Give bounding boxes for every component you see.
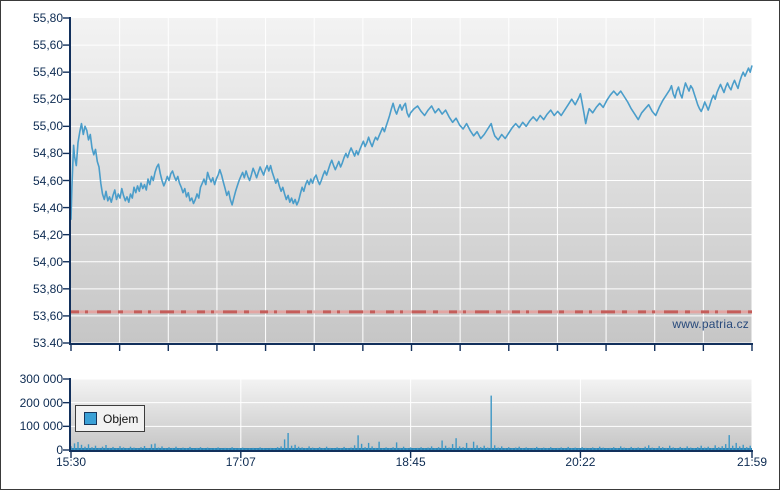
price-y-axis-label: 54,60: [32, 173, 63, 188]
time-axis-label: 15:30: [55, 455, 87, 469]
time-axis-label: 18:45: [395, 455, 426, 469]
volume-y-axis-label: 200 000: [19, 395, 63, 410]
time-axis-label: 21:59: [736, 455, 768, 469]
price-y-axis-label: 53.40: [32, 336, 63, 350]
price-line-series: [70, 65, 753, 220]
volume-gridlines: [71, 378, 753, 450]
volume-plot-area: [71, 379, 752, 450]
price-y-axis-label: 54,80: [32, 146, 63, 161]
volume-legend: Objem: [75, 405, 145, 432]
price-y-axis-label: 54,00: [32, 254, 63, 269]
volume-y-axis-label: 100 000: [19, 419, 63, 434]
price-y-axis-label: 54,20: [32, 227, 63, 242]
price-y-axis-label: 54,40: [32, 200, 63, 215]
watermark: www.patria.cz: [672, 317, 749, 331]
axes: [69, 17, 753, 452]
volume-legend-swatch-icon: [84, 412, 97, 425]
time-axis-label: 17:07: [225, 455, 256, 469]
price-y-axis-label: 55,60: [32, 38, 63, 53]
price-y-axis-label: 55,40: [32, 65, 63, 80]
axis-ticks: [63, 17, 753, 458]
price-y-axis-label: 53,80: [32, 281, 63, 296]
price-y-axis-label: 55,80: [32, 11, 63, 25]
time-axis-label: 20:22: [565, 455, 596, 469]
price-y-axis-label: 55,20: [32, 92, 63, 107]
price-y-axis-label: 53,60: [32, 308, 63, 323]
volume-y-axis-label: 300 000: [19, 372, 63, 386]
volume-legend-label: Objem: [103, 411, 139, 426]
volume-y-axis-label: 0: [56, 443, 63, 457]
price-y-axis-label: 55,00: [32, 119, 63, 134]
volume-bars-series: [70, 395, 751, 450]
